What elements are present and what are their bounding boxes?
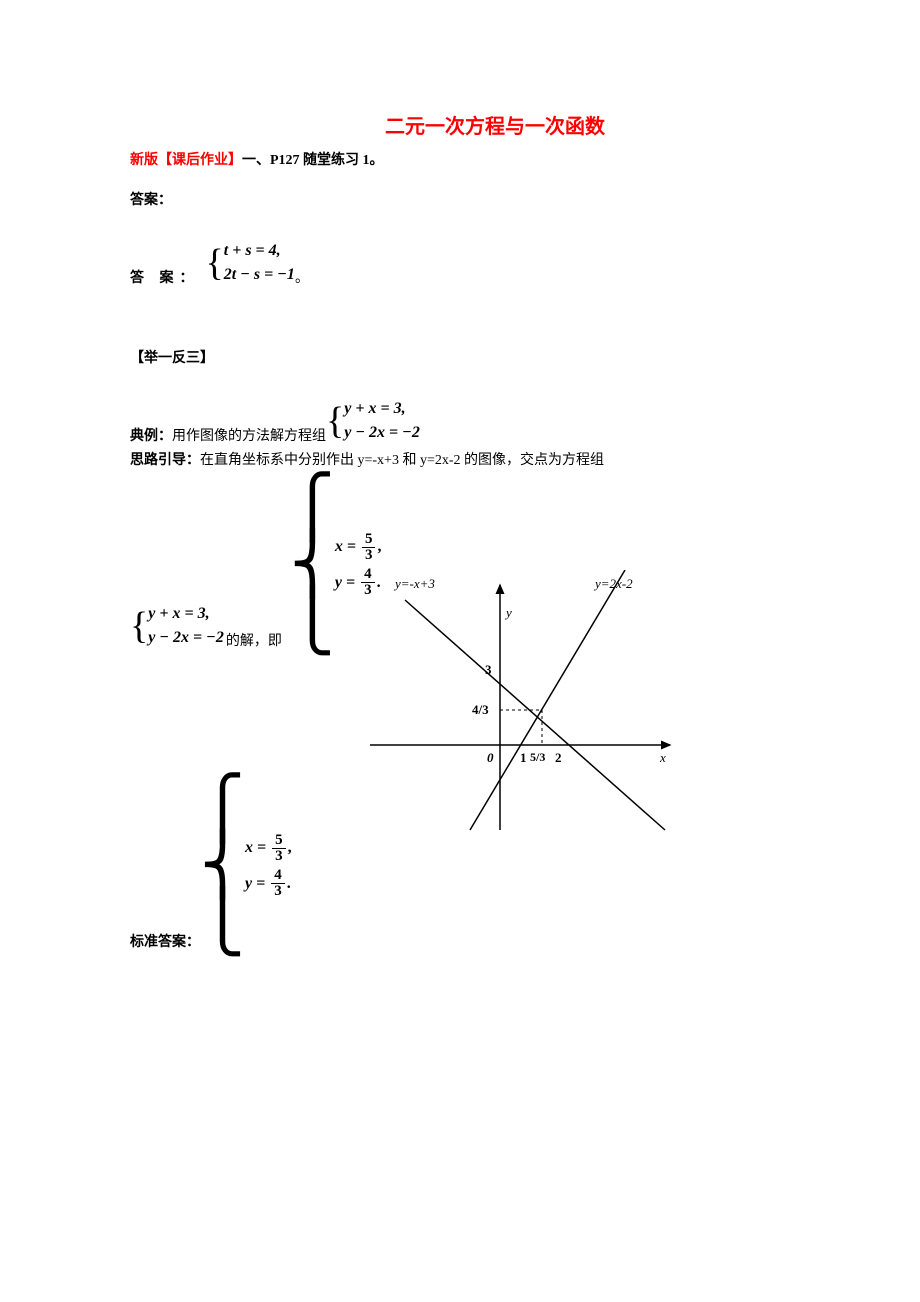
y-axis-label: y	[506, 605, 512, 621]
system-1-suffix: 。	[295, 267, 309, 287]
guide-text: 在直角坐标系中分别作出 y=-x+3 和 y=2x-2 的图像，交点为方程组	[200, 453, 604, 468]
guide-row: 思路引导：在直角坐标系中分别作出 y=-x+3 和 y=2x-2 的图像，交点为…	[130, 449, 790, 469]
homework-black: 一、P127 随堂练习 1。	[242, 153, 384, 168]
left-brace-icon: {	[326, 402, 344, 440]
line2-label: y=2x-2	[595, 576, 633, 592]
eq2: 2t − s = −1	[224, 263, 295, 287]
line-2	[470, 570, 625, 830]
graph-svg	[320, 570, 680, 840]
system-left: { y + x = 3, y − 2x = −2	[130, 602, 224, 650]
sf-eq2: y = 4 3 .	[245, 866, 292, 901]
origin-label: 0	[487, 750, 494, 766]
example-prefix: 典例：	[130, 425, 172, 445]
frac-xf: 5 3	[272, 833, 286, 864]
system-final-eqs: x = 5 3 , y = 4 3 .	[245, 830, 292, 900]
ex-eq1: y + x = 3,	[344, 397, 420, 421]
sl-eq2: y − 2x = −2	[148, 626, 224, 650]
homework-header: 新版【课后作业】一、P127 随堂练习 1。	[130, 149, 790, 169]
solution-mid-text: 的解，即	[226, 630, 282, 650]
answer-system-row: 答 案： { t + s = 4, 2t − s = −1 。	[130, 239, 790, 287]
line-1	[405, 600, 665, 830]
answer-label: 答案：	[130, 189, 790, 209]
sf-eq1: x = 5 3 ,	[245, 830, 292, 865]
system-example-eqs: y + x = 3, y − 2x = −2	[344, 397, 420, 445]
xtick-1: 1	[520, 750, 527, 766]
frac-x: 5 3	[362, 532, 376, 563]
system-final: ⎧⎨⎩ x = 5 3 , y = 4 3 .	[200, 780, 292, 951]
xtick-2: 2	[555, 750, 562, 766]
extend-header: 【举一反三】	[130, 347, 790, 367]
eq1: t + s = 4,	[224, 239, 295, 263]
system-example: { y + x = 3, y − 2x = −2	[326, 397, 420, 445]
example-row: 典例： 用作图像的方法解方程组 { y + x = 3, y − 2x = −2	[130, 397, 790, 445]
final-answer-prefix: 标准答案：	[130, 931, 200, 951]
left-brace-icon: {	[130, 607, 148, 645]
ex-eq2: y − 2x = −2	[344, 421, 420, 445]
line1-label: y=-x+3	[395, 576, 435, 592]
xtick-53: 5/3	[530, 750, 545, 765]
sl-eq1: y + x = 3,	[148, 602, 224, 626]
example-text: 用作图像的方法解方程组	[172, 425, 326, 445]
x-axis-label: x	[660, 750, 666, 766]
page-title: 二元一次方程与一次函数	[130, 110, 790, 139]
answer-prefix: 答 案：	[130, 267, 200, 287]
ytick-43: 4/3	[472, 702, 489, 718]
left-brace-icon: {	[206, 244, 224, 282]
system-1-equations: t + s = 4, 2t − s = −1	[224, 239, 295, 287]
coordinate-graph: y=-x+3 y=2x-2 y x 0 3 4/3 1 5/3 2	[320, 570, 680, 840]
frac-yf: 4 3	[271, 868, 285, 899]
sr-eq1: x = 5 3 ,	[335, 529, 382, 564]
ytick-3: 3	[485, 662, 492, 678]
homework-red: 新版【课后作业】	[130, 153, 242, 168]
system-left-eqs: y + x = 3, y − 2x = −2	[148, 602, 224, 650]
left-brace-icon: ⎧⎨⎩	[200, 780, 245, 951]
system-1: { t + s = 4, 2t − s = −1	[206, 239, 295, 287]
guide-prefix: 思路引导：	[130, 453, 200, 468]
